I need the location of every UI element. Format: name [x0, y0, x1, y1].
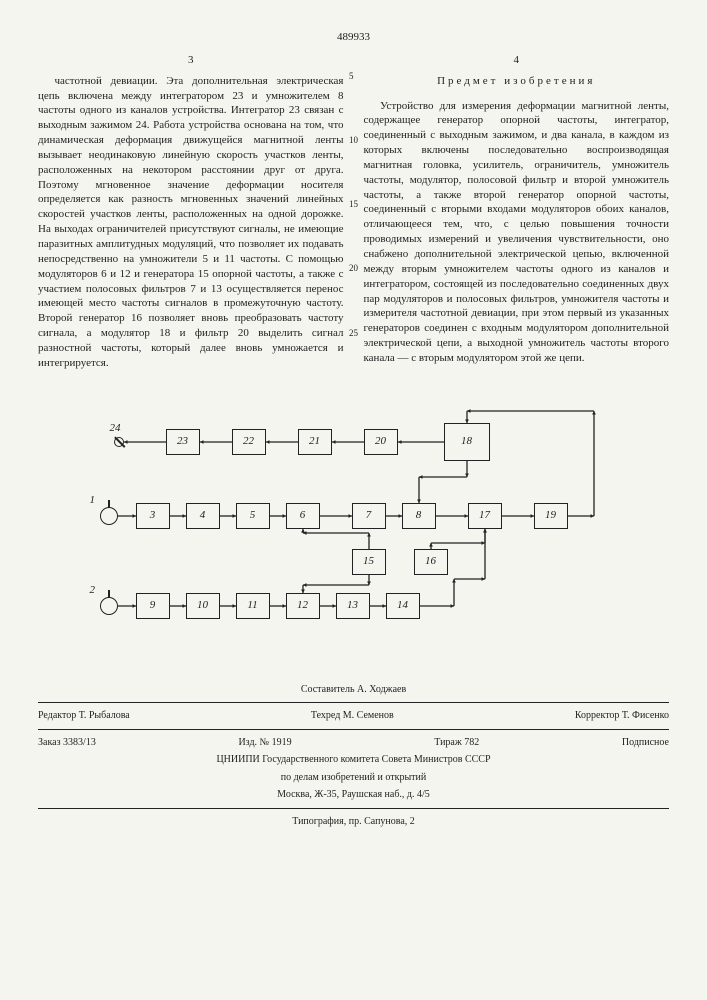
- diagram-block-18: 18: [444, 423, 490, 461]
- diagram-block-19: 19: [534, 503, 568, 529]
- footer-typography: Типография, пр. Сапунова, 2: [38, 813, 669, 831]
- line-marker: 25: [349, 327, 358, 339]
- diagram-terminal: [114, 437, 124, 447]
- diagram-block-14: 14: [386, 593, 420, 619]
- diagram-block-13: 13: [336, 593, 370, 619]
- diagram-block-21: 21: [298, 429, 332, 455]
- diagram-block-15: 15: [352, 549, 386, 575]
- footer-compiler: Составитель А. Ходжаев: [38, 681, 669, 699]
- diagram-block-10: 10: [186, 593, 220, 619]
- left-column: 3 частотной девиации. Эта дополнительная…: [38, 53, 344, 371]
- diagram-terminal-label: 24: [110, 421, 121, 436]
- line-number-markers: 5 10 15 20 25: [349, 70, 358, 339]
- block-diagram: 345678171915169101112131423222120181224: [74, 401, 634, 631]
- footer-corrector: Корректор Т. Фисенко: [575, 709, 669, 723]
- footer-techred: Техред М. Семенов: [311, 709, 394, 723]
- left-col-number: 3: [38, 53, 344, 68]
- document-number: 489933: [38, 30, 669, 45]
- right-col-number: 4: [364, 53, 670, 68]
- line-marker: 5: [349, 70, 358, 82]
- right-col-text: Устройство для измерения деформации магн…: [364, 99, 670, 366]
- diagram-block-3: 3: [136, 503, 170, 529]
- footer-tirazh: Тираж 782: [434, 736, 479, 750]
- diagram-block-17: 17: [468, 503, 502, 529]
- diagram-sensor-1: [100, 507, 118, 525]
- footer-podpisnoe: Подписное: [622, 736, 669, 750]
- diagram-block-8: 8: [402, 503, 436, 529]
- claims-heading: Предмет изобретения: [364, 74, 670, 89]
- diagram-block-23: 23: [166, 429, 200, 455]
- diagram-block-12: 12: [286, 593, 320, 619]
- diagram-sensor-label: 1: [90, 493, 96, 508]
- footer: Составитель А. Ходжаев Редактор Т. Рыбал…: [38, 681, 669, 831]
- footer-address: Москва, Ж-35, Раушская наб., д. 4/5: [38, 786, 669, 804]
- diagram-sensor-label: 2: [90, 583, 96, 598]
- right-column: 4 Предмет изобретения Устройство для изм…: [364, 53, 670, 371]
- diagram-block-5: 5: [236, 503, 270, 529]
- diagram-block-16: 16: [414, 549, 448, 575]
- diagram-block-6: 6: [286, 503, 320, 529]
- diagram-block-11: 11: [236, 593, 270, 619]
- footer-order: Заказ 3383/13: [38, 736, 96, 750]
- line-marker: 20: [349, 262, 358, 274]
- diagram-block-22: 22: [232, 429, 266, 455]
- footer-org1: ЦНИИПИ Государственного комитета Совета …: [38, 751, 669, 769]
- footer-editor: Редактор Т. Рыбалова: [38, 709, 130, 723]
- footer-org2: по делам изобретений и открытий: [38, 769, 669, 787]
- diagram-block-4: 4: [186, 503, 220, 529]
- diagram-block-7: 7: [352, 503, 386, 529]
- footer-izd: Изд. № 1919: [238, 736, 291, 750]
- diagram-block-9: 9: [136, 593, 170, 619]
- diagram-sensor-2: [100, 597, 118, 615]
- line-marker: 15: [349, 198, 358, 210]
- diagram-block-20: 20: [364, 429, 398, 455]
- left-col-text: частотной девиации. Эта дополнительная э…: [38, 74, 344, 371]
- line-marker: 10: [349, 134, 358, 146]
